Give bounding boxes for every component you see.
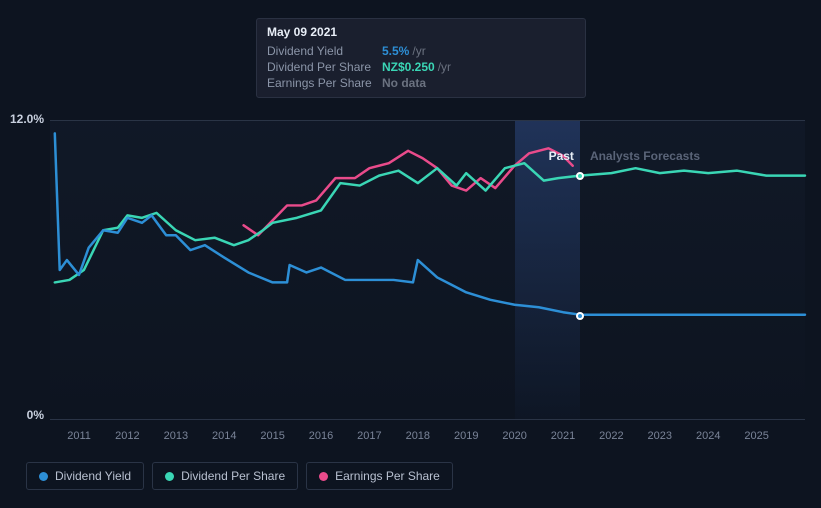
- tooltip-label: Dividend Yield: [267, 44, 382, 58]
- x-axis-tick: 2011: [67, 430, 91, 442]
- legend: Dividend Yield Dividend Per Share Earnin…: [26, 462, 453, 490]
- series-line-dividend-per-share: [55, 163, 805, 282]
- tooltip-value: 5.5%: [382, 44, 409, 58]
- tooltip-row: Dividend Yield 5.5% /yr: [267, 43, 575, 59]
- legend-swatch: [39, 472, 48, 481]
- tooltip-unit: /yr: [438, 60, 451, 74]
- legend-item-dividend-per-share[interactable]: Dividend Per Share: [152, 462, 298, 490]
- legend-swatch: [165, 472, 174, 481]
- x-axis-tick: 2021: [551, 430, 575, 442]
- x-axis-tick: 2019: [454, 430, 478, 442]
- y-axis-tick-max: 12.0%: [10, 112, 44, 126]
- y-axis-tick-min: 0%: [27, 408, 44, 422]
- x-axis: 2011 2012 2013 2014 2015 2016 2017 2018 2019 2020…: [50, 430, 805, 450]
- x-axis-tick: 2024: [696, 430, 720, 442]
- series-line-earnings-per-share: [244, 148, 573, 235]
- tooltip-row: Earnings Per Share No data: [267, 75, 575, 91]
- x-axis-tick: 2017: [357, 430, 381, 442]
- chart-tooltip: May 09 2021 Dividend Yield 5.5% /yr Divi…: [256, 18, 586, 98]
- marker-dividend-yield: [576, 312, 584, 320]
- legend-label: Dividend Yield: [55, 469, 131, 483]
- plot-area[interactable]: Past Analysts Forecasts: [50, 120, 805, 420]
- tooltip-value: NZ$0.250: [382, 60, 435, 74]
- tooltip-unit: /yr: [412, 44, 425, 58]
- label-past: Past: [549, 149, 574, 163]
- x-axis-tick: 2016: [309, 430, 333, 442]
- x-axis-tick: 2013: [164, 430, 188, 442]
- x-axis-tick: 2023: [648, 430, 672, 442]
- x-axis-tick: 2018: [406, 430, 430, 442]
- x-axis-tick: 2014: [212, 430, 236, 442]
- x-axis-tick: 2025: [744, 430, 768, 442]
- tooltip-date: May 09 2021: [267, 25, 575, 43]
- marker-dividend-per-share: [576, 172, 584, 180]
- legend-label: Earnings Per Share: [335, 469, 440, 483]
- tooltip-row: Dividend Per Share NZ$0.250 /yr: [267, 59, 575, 75]
- legend-item-earnings-per-share[interactable]: Earnings Per Share: [306, 462, 453, 490]
- label-forecast: Analysts Forecasts: [590, 149, 700, 163]
- dividend-chart[interactable]: 12.0% 0% Past Analysts Forecasts 2011201…: [0, 100, 821, 460]
- x-axis-tick: 2022: [599, 430, 623, 442]
- x-axis-tick: 2020: [502, 430, 526, 442]
- chart-lines: [50, 121, 805, 419]
- legend-item-dividend-yield[interactable]: Dividend Yield: [26, 462, 144, 490]
- legend-swatch: [319, 472, 328, 481]
- tooltip-value: No data: [382, 76, 426, 90]
- x-axis-tick: 2015: [260, 430, 284, 442]
- tooltip-label: Earnings Per Share: [267, 76, 382, 90]
- tooltip-label: Dividend Per Share: [267, 60, 382, 74]
- x-axis-tick: 2012: [115, 430, 139, 442]
- legend-label: Dividend Per Share: [181, 469, 285, 483]
